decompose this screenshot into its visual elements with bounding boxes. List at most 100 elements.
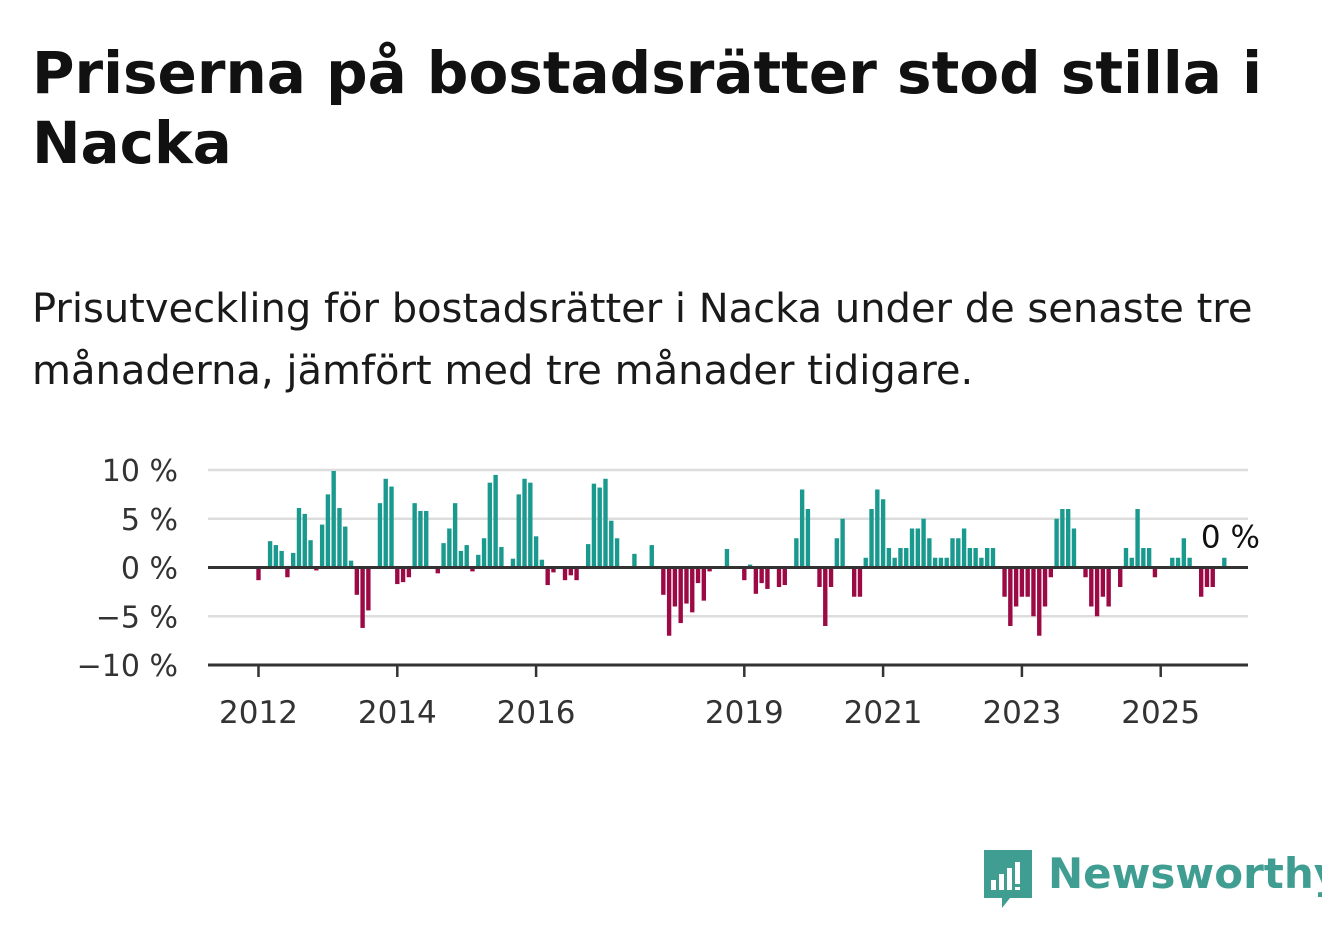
bar-negative bbox=[678, 567, 683, 624]
bar-negative bbox=[1031, 567, 1036, 617]
axes: 10 % 5 % 0 % −5 % −10 % 2012 2014 2016 2019 2021 2… bbox=[77, 454, 1260, 731]
bar-positive bbox=[481, 538, 487, 568]
x-tick-label: 2014 bbox=[358, 695, 437, 731]
bar-negative bbox=[562, 567, 568, 581]
bar-positive bbox=[1222, 557, 1227, 568]
bar-negative bbox=[823, 567, 828, 626]
chart-subtitle: Prisutveckling för bostadsrätter i Nacka… bbox=[32, 286, 1253, 394]
bar-negative bbox=[666, 567, 672, 636]
bar-negative bbox=[851, 567, 857, 597]
bar-positive bbox=[805, 509, 811, 568]
bar-positive bbox=[944, 557, 949, 568]
bar-positive bbox=[1146, 548, 1152, 568]
bar-positive bbox=[308, 540, 313, 568]
bar-positive bbox=[447, 528, 452, 568]
bar-positive bbox=[522, 478, 527, 568]
bar-negative bbox=[1210, 567, 1215, 587]
x-tick-label: 2016 bbox=[497, 695, 576, 731]
bar-negative bbox=[1037, 567, 1042, 636]
bar-positive bbox=[840, 518, 845, 568]
bar-positive bbox=[337, 508, 342, 568]
bar-negative bbox=[661, 567, 666, 595]
x-tick-label: 2019 bbox=[705, 695, 784, 731]
bar-positive bbox=[1170, 557, 1175, 568]
bar-positive bbox=[539, 559, 545, 568]
bar-negative bbox=[360, 567, 365, 628]
bar-negative bbox=[1083, 567, 1088, 578]
bar-negative bbox=[765, 567, 770, 589]
bar-positive bbox=[880, 499, 886, 568]
last-value-label: 0 % bbox=[1201, 520, 1260, 556]
bar-positive bbox=[985, 548, 990, 568]
bar-negative bbox=[1025, 567, 1030, 597]
bar-positive bbox=[799, 489, 805, 568]
bar-positive bbox=[412, 503, 417, 568]
bar-positive bbox=[585, 544, 591, 568]
bar-positive bbox=[1187, 557, 1192, 568]
bar-negative bbox=[782, 567, 787, 586]
bar-positive bbox=[932, 557, 938, 568]
bar-positive bbox=[279, 550, 284, 568]
bar-negative bbox=[400, 567, 406, 583]
bar-negative bbox=[701, 567, 707, 601]
bar-negative bbox=[354, 567, 360, 595]
bar-negative bbox=[366, 567, 371, 611]
bar-positive bbox=[990, 548, 996, 568]
chart-title: Priserna på bostadsrätter stod stilla i … bbox=[32, 39, 1262, 177]
y-tick-label: 5 % bbox=[121, 503, 178, 538]
bar-positive bbox=[909, 528, 915, 568]
bar-positive bbox=[348, 560, 354, 568]
bar-positive bbox=[325, 494, 331, 568]
bar-negative bbox=[742, 567, 747, 581]
bar-positive bbox=[516, 494, 521, 568]
bar-positive bbox=[794, 538, 799, 568]
bar-positive bbox=[597, 487, 602, 568]
bar-positive bbox=[377, 503, 383, 568]
bar-negative bbox=[1118, 567, 1123, 587]
bar-positive bbox=[915, 528, 920, 568]
bar-positive bbox=[649, 545, 654, 568]
bar-positive bbox=[632, 553, 637, 568]
bar-negative bbox=[1008, 567, 1013, 626]
x-tick-label: 2012 bbox=[219, 695, 298, 731]
bar-positive bbox=[499, 547, 504, 568]
bar-positive bbox=[886, 548, 892, 568]
bar-positive bbox=[424, 510, 429, 568]
y-tick-label: 0 % bbox=[121, 552, 178, 587]
bar-positive bbox=[343, 526, 348, 568]
bar-positive bbox=[441, 543, 446, 568]
bar-positive bbox=[389, 486, 394, 568]
bar-positive bbox=[904, 548, 909, 568]
bar-positive bbox=[609, 520, 614, 568]
bar-positive bbox=[476, 554, 481, 568]
y-tick-label: −10 % bbox=[77, 649, 178, 684]
bar-positive bbox=[603, 478, 608, 568]
bar-positive bbox=[493, 474, 498, 568]
bar-negative bbox=[1152, 567, 1158, 578]
bar-negative bbox=[776, 567, 782, 587]
bar-positive bbox=[1141, 548, 1146, 568]
bar-negative bbox=[568, 567, 573, 576]
bar-negative bbox=[857, 567, 863, 597]
bar-positive bbox=[510, 558, 516, 568]
bar-negative bbox=[574, 567, 579, 581]
bar-positive bbox=[273, 545, 279, 568]
bar-positive bbox=[331, 470, 336, 568]
bar-negative bbox=[1106, 567, 1111, 607]
bar-positive bbox=[296, 508, 302, 568]
bar-positive bbox=[875, 489, 880, 568]
bar-negative bbox=[1013, 567, 1019, 607]
bar-positive bbox=[892, 557, 897, 568]
y-tick-label: −5 % bbox=[96, 600, 178, 635]
bar-positive bbox=[383, 478, 388, 568]
bar-negative bbox=[545, 567, 550, 586]
bar-positive bbox=[291, 552, 296, 568]
bar-negative bbox=[470, 567, 475, 572]
x-tick-label: 2025 bbox=[1121, 695, 1200, 731]
bar-positive bbox=[950, 538, 955, 568]
bar-positive bbox=[1060, 509, 1065, 568]
bar-positive bbox=[724, 548, 730, 568]
bar-positive bbox=[464, 545, 469, 568]
bar-negative bbox=[1019, 567, 1025, 597]
bar-negative bbox=[1002, 567, 1007, 597]
